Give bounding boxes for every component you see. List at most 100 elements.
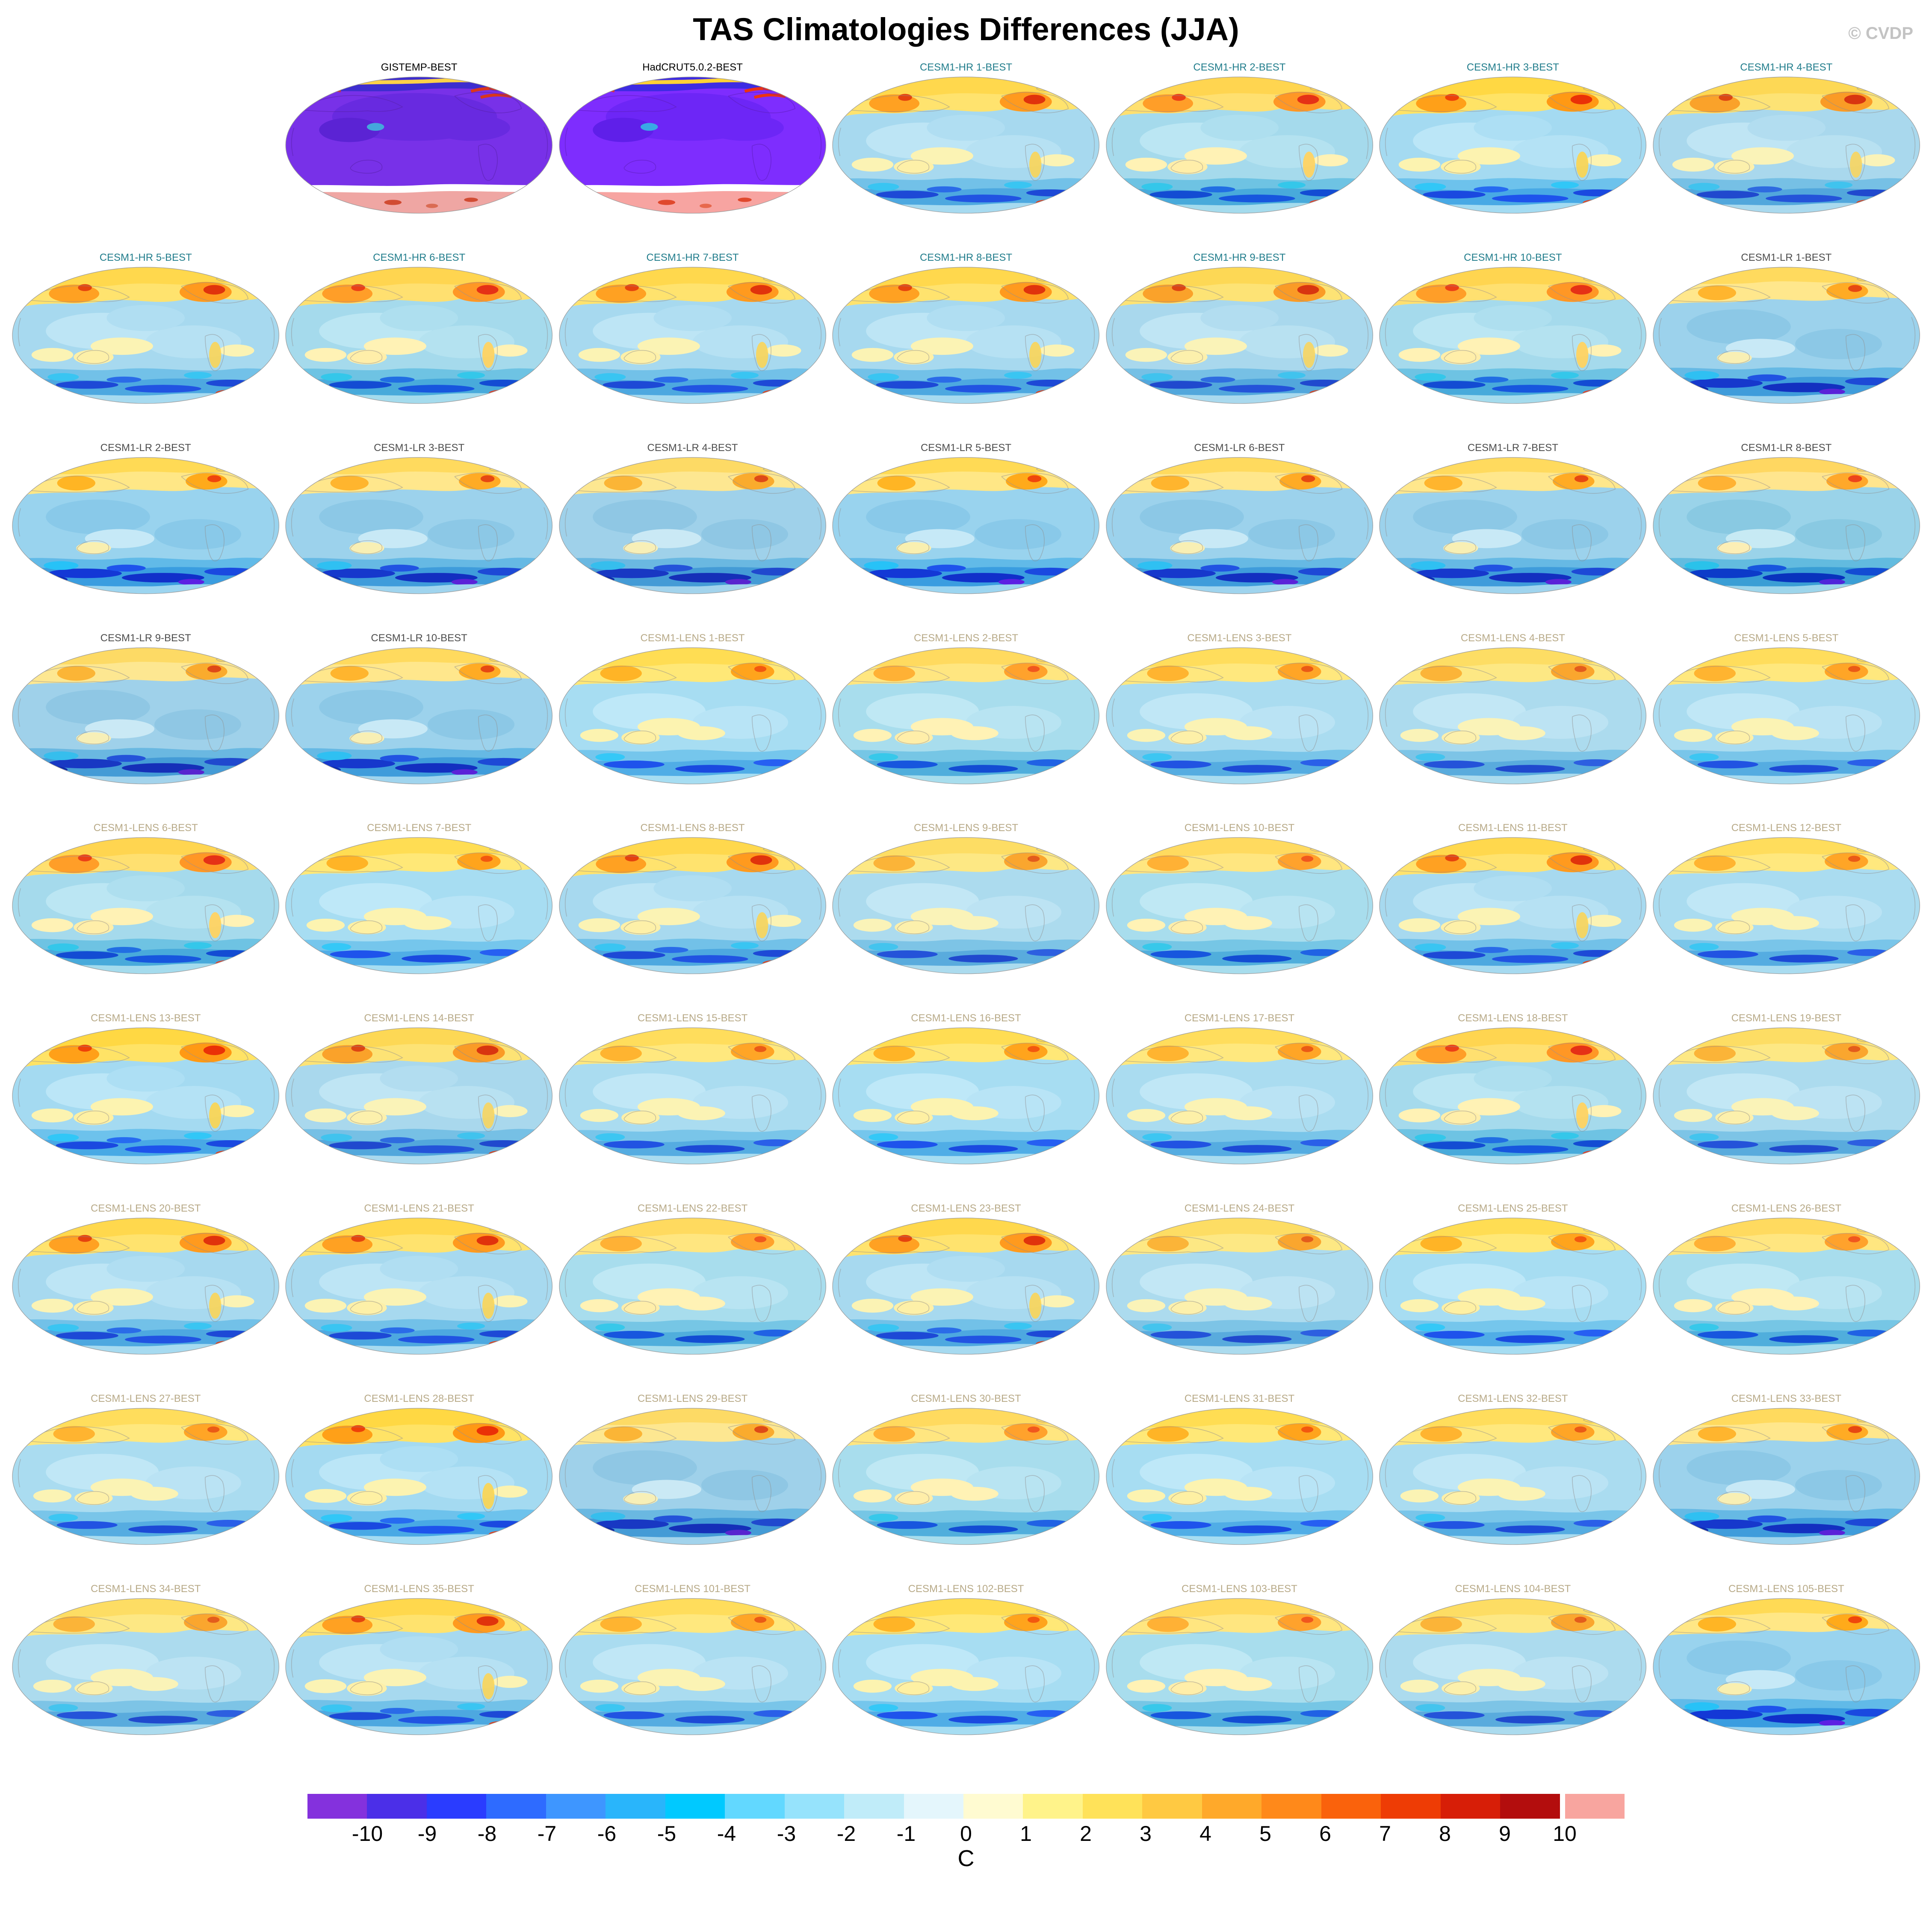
map-panel: CESM1-HR 1-BEST bbox=[831, 61, 1100, 215]
map-panel: CESM1-LENS 3-BEST bbox=[1105, 632, 1374, 785]
map-panel-title: CESM1-LENS 29-BEST bbox=[637, 1393, 748, 1405]
world-map bbox=[831, 1217, 1100, 1356]
map-panel: CESM1-LENS 31-BEST bbox=[1105, 1392, 1374, 1546]
colorbar-ticks: -10 -9 -8 -7 -6 -5 -4 -3 -2 -1 0 1 2 3 4 5 6 7 8 9 10 bbox=[307, 1819, 1625, 1846]
world-map bbox=[11, 1026, 280, 1165]
empty-cell bbox=[11, 61, 280, 215]
map-grid: GISTEMP-BEST HadCRUT5.0.2-BEST CESM1-HR … bbox=[0, 50, 1932, 1736]
world-map bbox=[1105, 646, 1374, 785]
map-panel-title: CESM1-LENS 25-BEST bbox=[1458, 1203, 1568, 1215]
map-panel: CESM1-HR 9-BEST bbox=[1105, 251, 1374, 405]
world-map bbox=[558, 836, 827, 975]
world-map bbox=[831, 836, 1100, 975]
map-panel: CESM1-LENS 5-BEST bbox=[1652, 632, 1921, 785]
world-map bbox=[1105, 266, 1374, 405]
colorbar-tick: 10 bbox=[1553, 1821, 1577, 1846]
map-panel-title: CESM1-LENS 11-BEST bbox=[1458, 822, 1568, 834]
map-panel: CESM1-LENS 14-BEST bbox=[284, 1012, 553, 1165]
world-map bbox=[11, 1217, 280, 1356]
colorbar-segment bbox=[367, 1793, 427, 1819]
colorbar-tick: -1 bbox=[896, 1821, 916, 1846]
world-map bbox=[1378, 1217, 1647, 1356]
world-map bbox=[831, 456, 1100, 595]
map-panel-title: CESM1-LENS 17-BEST bbox=[1184, 1012, 1295, 1024]
map-panel-title: CESM1-LR 8-BEST bbox=[1741, 442, 1832, 454]
colorbar-segment bbox=[1202, 1793, 1262, 1819]
colorbar-segment bbox=[1500, 1793, 1560, 1819]
map-panel: CESM1-HR 5-BEST bbox=[11, 251, 280, 405]
map-panel: CESM1-LENS 33-BEST bbox=[1652, 1392, 1921, 1546]
world-map bbox=[11, 1597, 280, 1736]
world-map bbox=[1378, 456, 1647, 595]
world-map bbox=[284, 266, 553, 405]
map-panel: CESM1-LENS 101-BEST bbox=[558, 1583, 827, 1736]
map-panel: CESM1-LENS 16-BEST bbox=[831, 1012, 1100, 1165]
colorbar-segment bbox=[725, 1793, 785, 1819]
map-panel-title: CESM1-LR 9-BEST bbox=[100, 632, 191, 644]
colorbar-segment bbox=[307, 1793, 367, 1819]
map-panel-title: CESM1-LR 3-BEST bbox=[374, 442, 465, 454]
map-panel: CESM1-LR 9-BEST bbox=[11, 632, 280, 785]
map-panel: CESM1-LENS 27-BEST bbox=[11, 1392, 280, 1546]
world-map bbox=[558, 1597, 827, 1736]
map-panel-title: CESM1-LENS 28-BEST bbox=[364, 1393, 474, 1405]
map-panel: CESM1-LENS 12-BEST bbox=[1652, 822, 1921, 975]
colorbar-segment bbox=[486, 1793, 546, 1819]
map-panel-title: CESM1-LENS 3-BEST bbox=[1187, 632, 1292, 644]
map-panel-title: CESM1-LENS 1-BEST bbox=[640, 632, 745, 644]
map-panel: CESM1-LENS 104-BEST bbox=[1378, 1583, 1647, 1736]
colorbar-segment bbox=[606, 1793, 665, 1819]
colorbar-tick: 4 bbox=[1199, 1821, 1211, 1846]
map-panel: CESM1-LENS 29-BEST bbox=[558, 1392, 827, 1546]
world-map bbox=[284, 1026, 553, 1165]
world-map bbox=[1378, 646, 1647, 785]
map-panel: CESM1-HR 8-BEST bbox=[831, 251, 1100, 405]
world-map bbox=[1105, 1407, 1374, 1546]
map-panel-title: CESM1-HR 6-BEST bbox=[373, 251, 466, 263]
colorbar-tick: 5 bbox=[1259, 1821, 1271, 1846]
map-panel-title: GISTEMP-BEST bbox=[381, 62, 458, 73]
map-panel-title: CESM1-LENS 24-BEST bbox=[1184, 1203, 1295, 1215]
map-panel: CESM1-LENS 23-BEST bbox=[831, 1202, 1100, 1356]
map-panel-title: CESM1-LENS 26-BEST bbox=[1731, 1203, 1841, 1215]
map-panel-title: CESM1-HR 7-BEST bbox=[646, 251, 739, 263]
map-panel: CESM1-LR 1-BEST bbox=[1652, 251, 1921, 405]
colorbar-segment bbox=[546, 1793, 606, 1819]
colorbar-tick: -6 bbox=[597, 1821, 617, 1846]
map-panel-title: CESM1-LR 10-BEST bbox=[371, 632, 467, 644]
map-panel-title: CESM1-LENS 32-BEST bbox=[1458, 1393, 1568, 1405]
map-panel-title: CESM1-LENS 14-BEST bbox=[364, 1012, 474, 1024]
map-panel-title: CESM1-HR 1-BEST bbox=[919, 62, 1013, 73]
map-panel: CESM1-HR 7-BEST bbox=[558, 251, 827, 405]
world-map bbox=[558, 646, 827, 785]
map-panel-title: CESM1-LENS 10-BEST bbox=[1184, 822, 1295, 834]
colorbar-tick: 1 bbox=[1020, 1821, 1032, 1846]
world-map bbox=[1105, 456, 1374, 595]
map-panel-title: CESM1-LENS 103-BEST bbox=[1182, 1583, 1297, 1595]
map-panel-title: CESM1-LENS 7-BEST bbox=[367, 822, 472, 834]
map-panel: CESM1-LR 2-BEST bbox=[11, 442, 280, 595]
map-panel-title: CESM1-LR 4-BEST bbox=[647, 442, 738, 454]
map-panel: CESM1-LENS 30-BEST bbox=[831, 1392, 1100, 1546]
map-panel: CESM1-LENS 13-BEST bbox=[11, 1012, 280, 1165]
map-panel-title: CESM1-LENS 9-BEST bbox=[913, 822, 1019, 834]
colorbar-segment bbox=[844, 1793, 904, 1819]
world-map bbox=[11, 266, 280, 405]
colorbar-segment bbox=[1261, 1793, 1321, 1819]
map-panel-title: CESM1-LR 1-BEST bbox=[1741, 251, 1832, 263]
map-panel-title: CESM1-LENS 15-BEST bbox=[637, 1012, 748, 1024]
colorbar-tick: 9 bbox=[1499, 1821, 1511, 1846]
colorbar-tick: -10 bbox=[352, 1821, 383, 1846]
colorbar-segment bbox=[1082, 1793, 1143, 1819]
world-map bbox=[1652, 266, 1921, 405]
map-panel: CESM1-LR 5-BEST bbox=[831, 442, 1100, 595]
world-map bbox=[1378, 266, 1647, 405]
map-panel-title: CESM1-LENS 18-BEST bbox=[1458, 1012, 1568, 1024]
colorbar-tick: -9 bbox=[417, 1821, 437, 1846]
colorbar-tick: 6 bbox=[1319, 1821, 1331, 1846]
map-panel: CESM1-LENS 24-BEST bbox=[1105, 1202, 1374, 1356]
colorbar-segment bbox=[784, 1793, 845, 1819]
colorbar-segment bbox=[1565, 1793, 1625, 1819]
figure-title: TAS Climatologies Differences (JJA) bbox=[693, 12, 1239, 47]
world-map bbox=[558, 1407, 827, 1546]
